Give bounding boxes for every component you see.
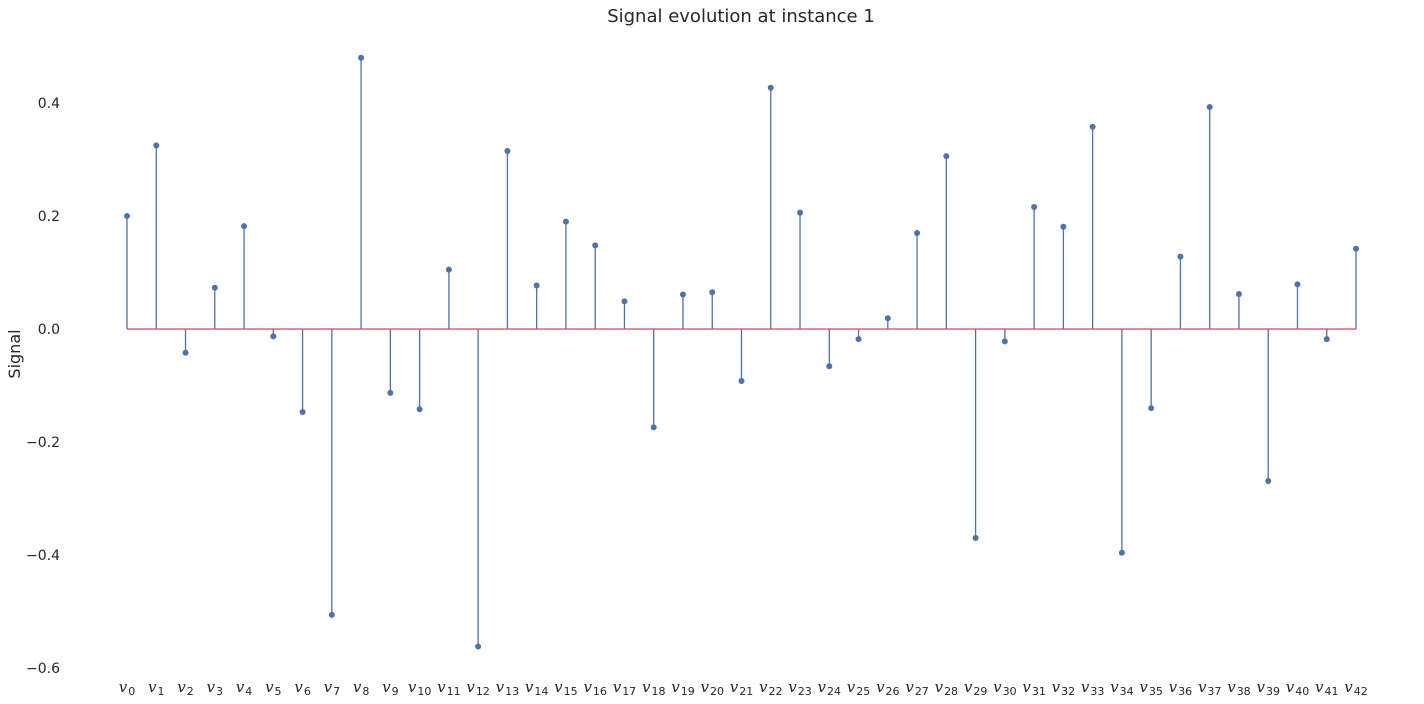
- x-tick-label: v22: [759, 678, 782, 698]
- x-tick-label: v35: [1139, 678, 1162, 698]
- stem-marker: [855, 336, 862, 343]
- x-tick-label: v17: [613, 678, 636, 698]
- stem-marker: [504, 148, 511, 155]
- x-tick-label: v33: [1081, 678, 1104, 698]
- stem-marker: [211, 284, 218, 291]
- stem-marker: [533, 282, 540, 289]
- stem-marker: [767, 84, 774, 91]
- stem-marker: [797, 209, 804, 216]
- stem-marker: [358, 54, 365, 61]
- x-tick-label: v4: [236, 678, 252, 698]
- y-tick-label: −0.4: [26, 548, 60, 564]
- x-tick-label: v31: [1022, 678, 1045, 698]
- x-tick-label: v16: [583, 678, 606, 698]
- x-tick-label: v13: [496, 678, 519, 698]
- x-tick-label: v1: [148, 678, 164, 698]
- x-tick-labels: v0 v1 v2 v3 v4 v5 v6 v7 v8 v9 v10 v11 v12 v13 v14 v15 v1…: [119, 678, 1368, 698]
- x-tick-label: v7: [324, 678, 340, 698]
- stem-marker: [562, 218, 569, 225]
- x-tick-label: v27: [905, 678, 928, 698]
- x-tick-label: v20: [700, 678, 723, 698]
- y-tick-label: −0.6: [26, 661, 60, 677]
- stem-marker: [445, 266, 452, 273]
- markers: [124, 54, 1359, 650]
- x-tick-label: v38: [1227, 678, 1250, 698]
- stems: [126, 57, 1357, 647]
- stem-marker: [299, 409, 306, 416]
- x-tick-label: v2: [177, 678, 193, 698]
- stem-marker: [1118, 549, 1125, 556]
- stem-marker: [1060, 223, 1067, 230]
- stem-marker: [1001, 338, 1008, 345]
- x-tick-label: v10: [408, 678, 431, 698]
- stem-marker: [914, 229, 921, 236]
- x-tick-label: v24: [818, 678, 841, 698]
- y-axis-label: Signal: [5, 329, 24, 378]
- stem-marker: [1323, 336, 1330, 343]
- x-tick-label: v42: [1344, 678, 1367, 698]
- stem-marker: [241, 223, 248, 230]
- stem-marker: [1148, 405, 1155, 412]
- stem-marker: [621, 298, 628, 305]
- x-tick-label: v21: [730, 678, 753, 698]
- stem-marker: [153, 142, 160, 149]
- x-tick-label: v3: [207, 678, 223, 698]
- x-tick-label: v32: [1052, 678, 1075, 698]
- y-tick-label: −0.2: [26, 435, 60, 451]
- stem-marker: [884, 315, 891, 322]
- y-tick-label: 0.2: [38, 209, 60, 225]
- x-tick-label: v14: [525, 678, 548, 698]
- chart-title: Signal evolution at instance 1: [607, 6, 875, 27]
- stem-marker: [387, 389, 394, 396]
- y-tick-label: 0.4: [38, 96, 60, 112]
- y-tick-labels: 0.4 0.2 0.0 −0.2 −0.4 −0.6: [26, 96, 60, 677]
- x-tick-label: v15: [554, 678, 577, 698]
- x-tick-label: v37: [1198, 678, 1221, 698]
- x-tick-label: v9: [382, 678, 398, 698]
- stem-marker: [650, 424, 657, 431]
- stem-marker: [738, 377, 745, 384]
- x-tick-label: v0: [119, 678, 135, 698]
- stem-marker: [679, 291, 686, 298]
- x-tick-label: v8: [353, 678, 369, 698]
- stem-marker: [826, 363, 833, 370]
- x-tick-label: v11: [437, 678, 460, 698]
- x-tick-label: v34: [1110, 678, 1133, 698]
- stem-marker: [943, 153, 950, 160]
- stem-marker: [270, 333, 277, 340]
- stem-marker: [709, 289, 716, 296]
- stem-marker: [972, 535, 979, 542]
- stem-marker: [1265, 477, 1272, 484]
- x-tick-label: v19: [671, 678, 694, 698]
- stem-marker: [475, 643, 482, 650]
- stem-marker: [1031, 203, 1038, 210]
- x-tick-label: v12: [466, 678, 489, 698]
- x-tick-label: v39: [1256, 678, 1279, 698]
- x-tick-label: v26: [876, 678, 899, 698]
- x-tick-label: v23: [788, 678, 811, 698]
- stem-marker: [1353, 245, 1359, 252]
- x-tick-label: v5: [265, 678, 281, 698]
- stem-marker: [592, 242, 599, 249]
- stem-marker: [1294, 281, 1301, 288]
- x-tick-label: v30: [993, 678, 1016, 698]
- x-tick-label: v18: [642, 678, 665, 698]
- x-tick-label: v41: [1315, 678, 1338, 698]
- x-tick-label: v25: [847, 678, 870, 698]
- stem-marker: [1177, 253, 1184, 260]
- x-tick-label: v28: [935, 678, 958, 698]
- stem-marker: [1206, 103, 1213, 110]
- stem-marker: [328, 611, 335, 618]
- x-tick-label: v36: [1169, 678, 1192, 698]
- stem-marker: [416, 406, 423, 413]
- x-tick-label: v6: [294, 678, 310, 698]
- x-tick-label: v29: [964, 678, 987, 698]
- stem-marker: [1089, 123, 1096, 130]
- x-tick-label: v40: [1286, 678, 1309, 698]
- y-tick-label: 0.0: [38, 322, 60, 338]
- stem-marker: [1235, 290, 1242, 297]
- stem-marker: [182, 349, 189, 356]
- stem-marker: [124, 213, 130, 219]
